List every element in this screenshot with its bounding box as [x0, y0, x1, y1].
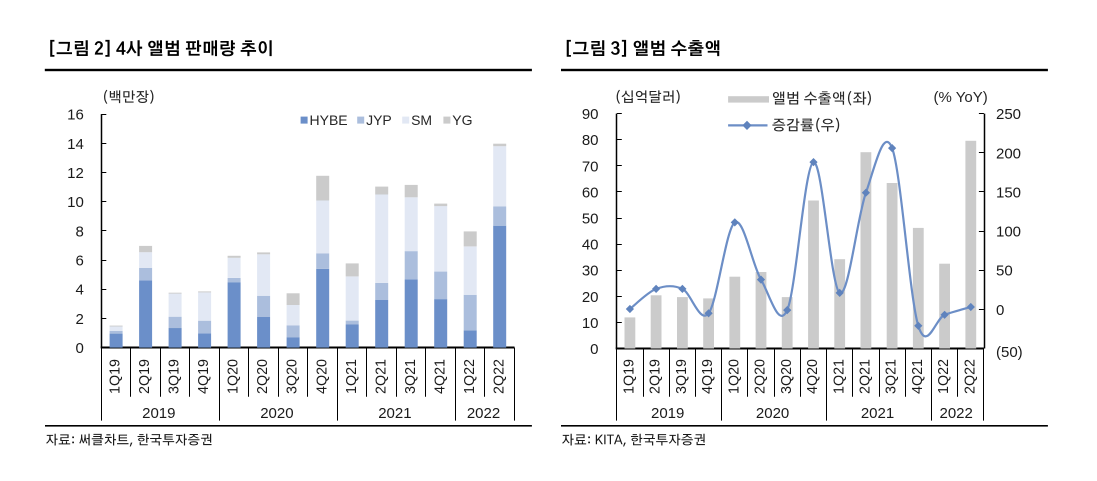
- svg-text:50: 50: [582, 211, 599, 228]
- svg-text:1Q20: 1Q20: [226, 359, 242, 394]
- svg-text:2Q19: 2Q19: [648, 359, 664, 394]
- svg-text:SM: SM: [411, 112, 432, 128]
- svg-text:2: 2: [75, 311, 83, 328]
- svg-text:4Q21: 4Q21: [910, 359, 926, 394]
- svg-text:3Q20: 3Q20: [285, 359, 301, 394]
- svg-text:3Q21: 3Q21: [403, 359, 419, 394]
- svg-text:YG: YG: [452, 112, 472, 128]
- svg-text:3Q21: 3Q21: [884, 359, 900, 394]
- svg-text:2Q20: 2Q20: [753, 359, 769, 394]
- svg-text:60: 60: [582, 184, 599, 201]
- svg-text:4Q20: 4Q20: [314, 359, 330, 394]
- svg-text:2Q21: 2Q21: [858, 359, 874, 394]
- svg-text:3Q20: 3Q20: [779, 359, 795, 394]
- svg-text:12: 12: [67, 165, 84, 182]
- svg-text:2Q19: 2Q19: [137, 359, 153, 394]
- svg-text:2Q20: 2Q20: [255, 359, 271, 394]
- svg-text:10: 10: [67, 194, 84, 211]
- svg-text:14: 14: [67, 136, 84, 153]
- svg-text:80: 80: [582, 132, 599, 149]
- svg-text:16: 16: [67, 107, 84, 124]
- svg-text:150: 150: [996, 184, 1021, 201]
- svg-text:2022: 2022: [467, 405, 500, 422]
- svg-text:50: 50: [996, 263, 1013, 280]
- svg-text:1Q21: 1Q21: [344, 359, 360, 394]
- svg-text:1Q22: 1Q22: [936, 359, 952, 394]
- svg-text:250: 250: [996, 106, 1021, 123]
- svg-text:30: 30: [582, 263, 599, 280]
- svg-text:2021: 2021: [861, 405, 894, 422]
- svg-text:4Q21: 4Q21: [432, 359, 448, 394]
- svg-text:3Q19: 3Q19: [674, 359, 690, 394]
- svg-text:1Q19: 1Q19: [108, 359, 124, 394]
- svg-text:100: 100: [996, 224, 1021, 241]
- svg-text:0: 0: [996, 302, 1004, 319]
- svg-text:2021: 2021: [378, 405, 411, 422]
- svg-text:2Q22: 2Q22: [491, 359, 507, 394]
- svg-text:1Q21: 1Q21: [831, 359, 847, 394]
- svg-text:40: 40: [582, 237, 599, 254]
- svg-text:3Q19: 3Q19: [167, 359, 183, 394]
- svg-text:1Q20: 1Q20: [726, 359, 742, 394]
- svg-text:JYP: JYP: [366, 112, 392, 128]
- svg-text:70: 70: [582, 158, 599, 175]
- svg-text:4Q20: 4Q20: [805, 359, 821, 394]
- svg-text:(% YoY): (% YoY): [934, 89, 988, 106]
- svg-text:HYBE: HYBE: [310, 112, 348, 128]
- svg-text:1Q19: 1Q19: [622, 359, 638, 394]
- svg-text:4: 4: [75, 282, 83, 299]
- svg-text:2019: 2019: [142, 405, 175, 422]
- svg-text:2019: 2019: [651, 405, 684, 422]
- svg-text:0: 0: [590, 341, 598, 358]
- svg-text:(50): (50): [996, 344, 1023, 361]
- svg-text:2Q22: 2Q22: [962, 359, 978, 394]
- svg-text:8: 8: [75, 223, 83, 240]
- svg-text:2Q21: 2Q21: [373, 359, 389, 394]
- svg-text:1Q22: 1Q22: [462, 359, 478, 394]
- svg-text:4Q19: 4Q19: [196, 359, 212, 394]
- svg-text:90: 90: [582, 106, 599, 123]
- svg-text:4Q19: 4Q19: [700, 359, 716, 394]
- svg-text:10: 10: [582, 315, 599, 332]
- svg-text:2020: 2020: [260, 405, 293, 422]
- svg-text:20: 20: [582, 289, 599, 306]
- svg-text:0: 0: [75, 340, 83, 357]
- svg-text:6: 6: [75, 253, 83, 270]
- svg-text:2022: 2022: [940, 405, 973, 422]
- svg-text:200: 200: [996, 145, 1021, 162]
- svg-text:2020: 2020: [756, 405, 789, 422]
